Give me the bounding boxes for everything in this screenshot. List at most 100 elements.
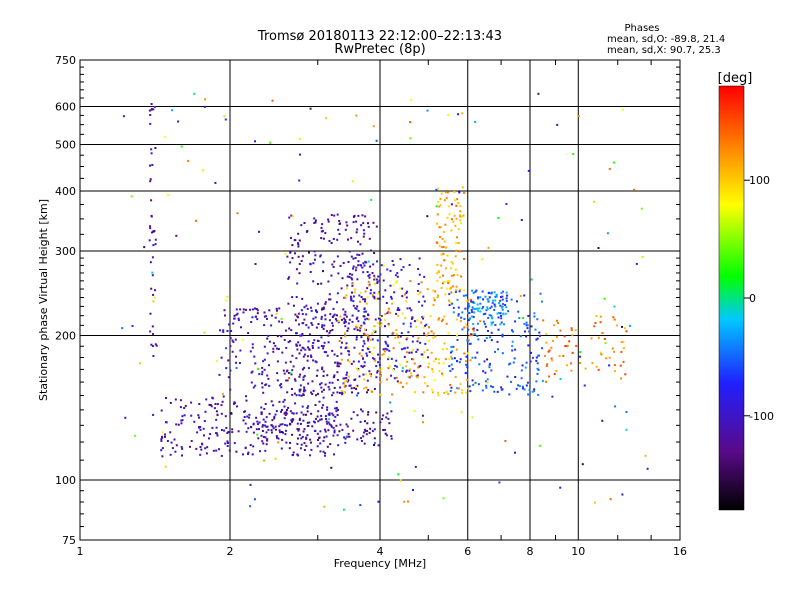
- data-point: [206, 446, 209, 449]
- data-point: [402, 347, 405, 350]
- data-point: [454, 224, 457, 227]
- data-point: [377, 292, 380, 295]
- data-point: [312, 389, 315, 392]
- data-point: [359, 329, 361, 332]
- data-point: [260, 413, 263, 416]
- data-point: [324, 314, 327, 317]
- data-point: [263, 345, 266, 348]
- data-point: [620, 341, 623, 343]
- data-point: [613, 364, 616, 366]
- data-point: [399, 363, 401, 366]
- data-point: [403, 500, 406, 503]
- data-point: [372, 125, 375, 128]
- data-point: [359, 325, 362, 328]
- data-point: [261, 382, 264, 385]
- data-point: [292, 418, 295, 421]
- data-point: [359, 420, 362, 423]
- data-point: [336, 434, 339, 437]
- data-point: [290, 214, 293, 217]
- data-point: [356, 438, 359, 441]
- data-point: [275, 435, 278, 438]
- data-point: [426, 288, 429, 291]
- data-point: [452, 220, 455, 223]
- data-point: [511, 345, 514, 348]
- data-point: [300, 394, 303, 397]
- data-point: [303, 428, 306, 431]
- data-point: [477, 383, 480, 386]
- data-point: [180, 422, 183, 425]
- data-point: [317, 439, 319, 441]
- data-point: [333, 429, 336, 432]
- data-point: [297, 437, 299, 440]
- data-point: [383, 350, 386, 353]
- data-point: [438, 358, 440, 361]
- data-point: [170, 441, 173, 444]
- data-point: [343, 436, 346, 439]
- data-point: [225, 347, 227, 350]
- data-point: [363, 431, 366, 434]
- data-point: [198, 426, 200, 429]
- data-point: [385, 302, 388, 304]
- phase-x-stats: mean, sd,X: 90.7, 25.3: [607, 45, 721, 56]
- data-point: [237, 317, 240, 320]
- data-point: [533, 388, 536, 391]
- data-point: [289, 422, 292, 425]
- data-point: [310, 448, 313, 451]
- data-point: [287, 277, 290, 280]
- data-point: [434, 357, 437, 360]
- data-point: [441, 238, 444, 240]
- data-point: [382, 279, 385, 282]
- data-point: [372, 357, 375, 360]
- data-point: [292, 451, 295, 454]
- data-point: [154, 238, 157, 241]
- data-point: [432, 303, 435, 306]
- data-point: [510, 298, 513, 301]
- data-point: [370, 352, 373, 355]
- data-point: [152, 333, 154, 336]
- x-tick-label: 4: [377, 545, 384, 558]
- data-point: [405, 296, 408, 299]
- data-point: [302, 430, 305, 433]
- data-point: [288, 447, 291, 450]
- data-point: [544, 355, 546, 357]
- data-point: [629, 324, 631, 327]
- data-point: [551, 359, 554, 362]
- data-point: [448, 293, 451, 296]
- data-point: [161, 455, 164, 458]
- data-point: [319, 442, 322, 445]
- data-point: [386, 268, 389, 271]
- data-point: [498, 302, 501, 305]
- data-point: [322, 261, 325, 264]
- data-point: [306, 230, 309, 232]
- data-point: [298, 137, 301, 140]
- data-point: [301, 313, 304, 315]
- data-point: [152, 293, 155, 296]
- data-point: [438, 317, 440, 320]
- data-point: [404, 317, 407, 319]
- data-point: [276, 309, 278, 312]
- data-point: [153, 296, 156, 299]
- data-point: [365, 261, 368, 264]
- data-point: [235, 355, 238, 358]
- data-point: [307, 367, 310, 370]
- data-point: [297, 232, 300, 235]
- y-tick-label: 400: [55, 185, 76, 198]
- data-point: [413, 410, 416, 413]
- data-point: [387, 417, 390, 420]
- data-point: [290, 419, 293, 422]
- data-point: [314, 221, 317, 224]
- data-point: [490, 339, 493, 342]
- data-point: [601, 419, 604, 422]
- data-point: [208, 437, 210, 440]
- data-point: [289, 410, 292, 413]
- data-point: [450, 274, 453, 277]
- data-point: [229, 388, 232, 391]
- data-point: [346, 425, 349, 428]
- data-point: [393, 291, 396, 294]
- data-point: [161, 447, 164, 450]
- data-point: [476, 351, 479, 354]
- data-point: [360, 296, 363, 298]
- data-point: [179, 399, 182, 402]
- data-point: [453, 199, 456, 202]
- data-point: [266, 438, 269, 441]
